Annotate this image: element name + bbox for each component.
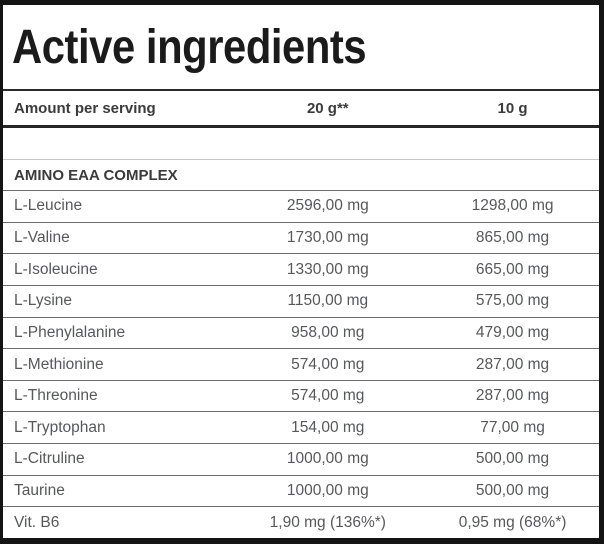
table-row: L-Tryptophan 154,00 mg 77,00 mg	[3, 411, 599, 443]
header-amount-per-serving: Amount per serving	[14, 99, 156, 117]
ingredient-amount-20g: 2596,00 mg	[286, 197, 369, 215]
ingredient-amount-10g: 575,00 mg	[475, 292, 550, 310]
ingredient-name: L-Lysine	[14, 292, 73, 310]
ingredient-name: L-Tryptophan	[14, 418, 106, 436]
ingredient-amount-20g: 574,00 mg	[291, 355, 365, 373]
ingredient-rows: L-Leucine 2596,00 mg 1298,00 mg L-Valine…	[3, 190, 599, 538]
title-bar: Active ingredients	[3, 5, 599, 91]
ingredient-name: Taurine	[14, 482, 65, 500]
ingredient-amount-20g: 1730,00 mg	[286, 228, 369, 246]
ingredient-amount-20g: 1,90 mg (136%*)	[269, 513, 386, 531]
page-title: Active ingredients	[12, 20, 367, 74]
table-row: L-Lysine 1150,00 mg 575,00 mg	[3, 284, 599, 317]
table-row: Vit. B6 1,90 mg (136%*) 0,95 mg (68%*)	[3, 506, 599, 538]
table-row: Taurine 1000,00 mg 500,00 mg	[3, 474, 599, 507]
ingredient-amount-20g: 1330,00 mg	[286, 260, 369, 278]
ingredient-name: L-Leucine	[14, 197, 83, 215]
ingredient-amount-10g: 865,00 mg	[475, 228, 550, 246]
table-row: L-Phenylalanine 958,00 mg 479,00 mg	[3, 316, 599, 349]
table-row: L-Isoleucine 1330,00 mg 665,00 mg	[3, 253, 599, 285]
ingredient-amount-10g: 500,00 mg	[475, 450, 550, 468]
ingredient-name: L-Citruline	[14, 450, 85, 468]
ingredient-name: L-Methionine	[14, 355, 104, 373]
ingredient-amount-10g: 77,00 mg	[480, 418, 545, 436]
ingredient-amount-10g: 0,95 mg (68%*)	[458, 513, 567, 531]
ingredient-amount-10g: 287,00 mg	[475, 387, 550, 405]
table-row: L-Leucine 2596,00 mg 1298,00 mg	[3, 190, 599, 222]
table-row: L-Citruline 1000,00 mg 500,00 mg	[3, 443, 599, 475]
table-header-row: Amount per serving 20 g** 10 g	[3, 91, 599, 128]
spacer	[3, 128, 599, 159]
section-header-amino-eaa-complex: AMINO EAA COMPLEX	[3, 159, 599, 190]
table-row: L-Methionine 574,00 mg 287,00 mg	[3, 348, 599, 380]
table-row: L-Valine 1730,00 mg 865,00 mg	[3, 221, 599, 254]
table-row: L-Threonine 574,00 mg 287,00 mg	[3, 379, 599, 412]
ingredient-amount-20g: 1000,00 mg	[286, 450, 369, 468]
ingredient-amount-10g: 287,00 mg	[475, 355, 550, 373]
ingredient-amount-20g: 1000,00 mg	[286, 482, 369, 500]
ingredient-name: Vit. B6	[14, 513, 60, 531]
ingredient-amount-10g: 1298,00 mg	[471, 197, 554, 215]
ingredient-amount-20g: 1150,00 mg	[287, 292, 369, 310]
header-serving-20g: 20 g**	[306, 99, 349, 117]
ingredient-name: L-Phenylalanine	[14, 323, 126, 341]
ingredient-amount-10g: 500,00 mg	[475, 482, 550, 500]
ingredient-name: L-Isoleucine	[14, 260, 98, 278]
ingredient-name: L-Threonine	[14, 387, 98, 405]
ingredient-amount-20g: 574,00 mg	[291, 387, 365, 405]
ingredient-amount-20g: 154,00 mg	[291, 418, 365, 436]
ingredient-amount-20g: 958,00 mg	[291, 323, 365, 341]
ingredient-name: L-Valine	[14, 228, 70, 246]
header-serving-10g: 10 g	[497, 99, 528, 117]
ingredient-amount-10g: 665,00 mg	[475, 260, 550, 278]
ingredient-amount-10g: 479,00 mg	[475, 323, 550, 341]
